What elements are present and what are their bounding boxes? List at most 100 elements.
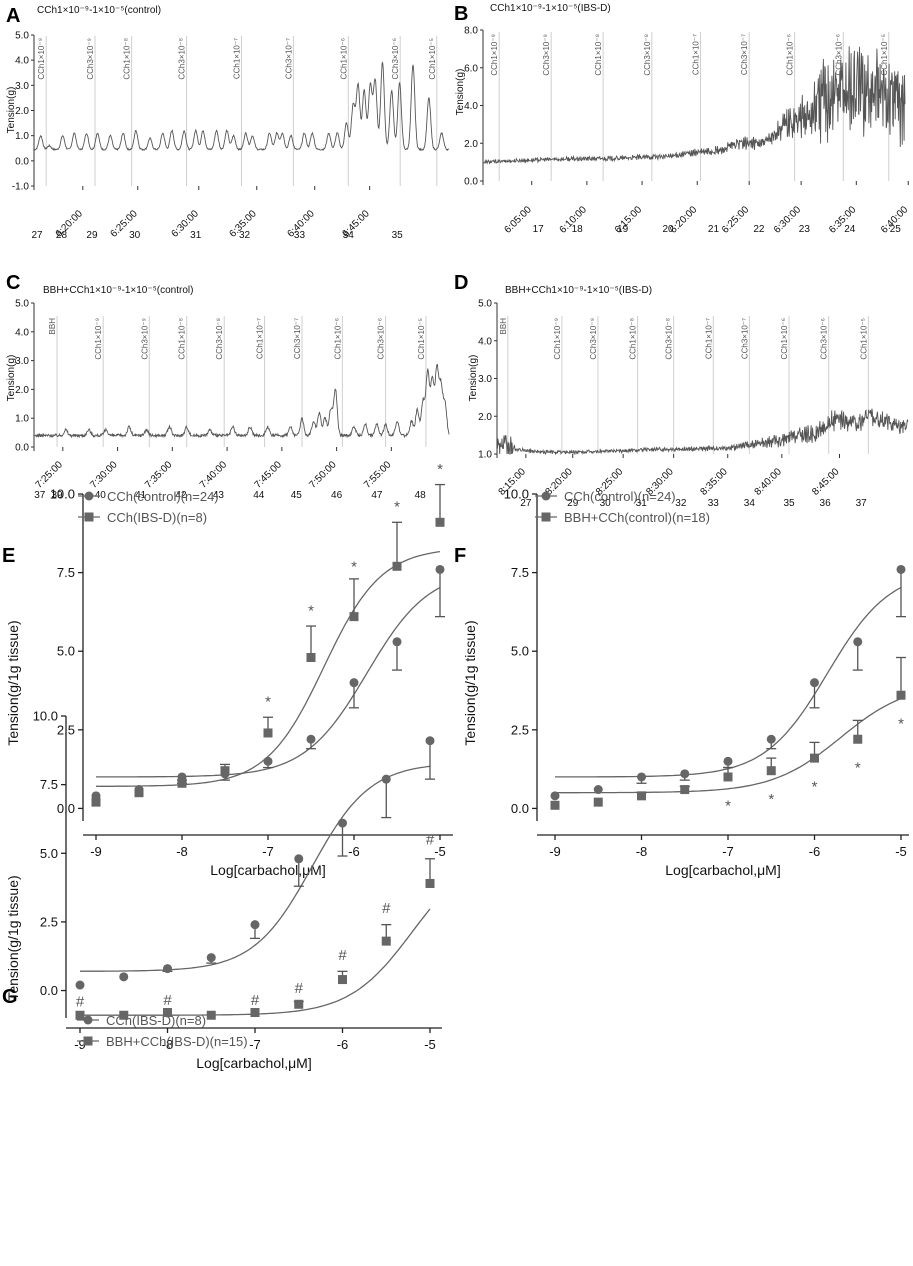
y-tick-label: 2.5 [511, 722, 529, 737]
y-tick-label: -1.0 [12, 182, 30, 193]
data-point [349, 612, 359, 622]
dose-marker-label: CCh3×10⁻⁹ [86, 38, 95, 80]
dose-marker-label: CCh1×10⁻⁵ [428, 38, 437, 80]
y-tick-label: 3.0 [15, 356, 29, 367]
data-point [766, 766, 776, 776]
dose-marker-label: CCh1×10⁻⁹ [553, 318, 562, 360]
panel-label: E [2, 545, 15, 567]
significance-mark: * [855, 760, 861, 777]
y-axis-label: Tension(g) [455, 69, 466, 116]
dose-marker-label: CCh1×10⁻⁹ [94, 318, 103, 360]
y-axis-label: Tension(g/1g tissue) [462, 620, 478, 745]
time-tick-label: 7:45:00 [253, 459, 285, 491]
y-axis-label: Tension(g/1g tissue) [5, 875, 21, 1000]
data-point [294, 854, 304, 864]
dose-marker-label: CCh1×10⁻⁸ [594, 34, 603, 76]
legend-label: BBH+CCh(control)(n=18) [564, 510, 710, 525]
y-tick-label: 7.5 [57, 565, 75, 580]
dose-marker-label: CCh1×10⁻⁶ [333, 318, 342, 360]
panel-f: F 0.0 2.5 5.0 7.5 10.0 -9 -8 -7 -6 -5 Log[carbachol… [454, 487, 909, 878]
significance-mark: # [426, 832, 435, 849]
data-point [550, 800, 560, 810]
y-tick-label: 1.0 [15, 131, 29, 142]
significance-mark: # [163, 992, 172, 1009]
panel-g: G 0.0 2.5 5.0 7.5 10.0 -9 -8 -7 -6 -5 Log[carbachol… [2, 709, 442, 1071]
dose-marker-label: BBH [499, 318, 508, 335]
x-tick-label: -7 [262, 844, 274, 859]
y-tick-label: 6.0 [464, 63, 478, 74]
event-number: 32 [239, 230, 251, 241]
event-number: 21 [708, 224, 720, 235]
event-number: 44 [253, 490, 265, 501]
significance-mark: * [768, 791, 774, 808]
dose-marker-label: CCh3×10⁻⁷ [740, 34, 749, 75]
legend-marker [83, 1015, 93, 1025]
dose-marker-label: CCh3×10⁻⁸ [643, 34, 652, 76]
event-number: 31 [636, 498, 648, 509]
event-number: 42 [175, 490, 187, 501]
dose-marker-label: CCh3×10⁻⁸ [665, 318, 674, 360]
y-axis-label: Tension(g) [468, 355, 479, 402]
dose-marker-label: CCh3×10⁻⁹ [542, 34, 551, 76]
dose-marker-label: CCh1×10⁻⁸ [123, 38, 132, 80]
dose-marker-label: CCh3×10⁻⁷ [293, 318, 302, 359]
dose-marker-label: CCh3×10⁻⁸ [178, 38, 187, 80]
significance-mark: # [338, 947, 347, 964]
x-tick-label: -9 [74, 1037, 86, 1052]
data-point [550, 791, 560, 801]
fit-curve [96, 550, 441, 787]
event-number: 17 [533, 224, 545, 235]
event-number: 29 [567, 498, 579, 509]
data-point [119, 1010, 129, 1020]
panel-b: B CCh1×10⁻⁹-1×10⁻⁵(IBS-D) Tension(g) 8.0 6.0… [454, 3, 911, 236]
data-point [91, 797, 101, 807]
panel-label: C [6, 272, 20, 294]
data-point [306, 734, 316, 744]
event-number: 19 [617, 224, 629, 235]
event-number: 30 [600, 498, 612, 509]
data-point [250, 1008, 260, 1018]
x-tick-label: -5 [424, 1037, 436, 1052]
data-point [75, 980, 85, 990]
event-number: 39 [51, 490, 63, 501]
event-number: 47 [371, 490, 383, 501]
significance-mark: * [725, 797, 731, 814]
dose-marker-label: CCh1×10⁻⁵ [859, 318, 868, 360]
y-axis-label: Tension(g) [6, 355, 17, 402]
dose-marker-label: CCh1×10⁻⁶ [780, 318, 789, 360]
event-number: 27 [520, 498, 532, 509]
data-point [306, 653, 316, 662]
data-point [294, 999, 304, 1009]
dose-marker-label: CCh3×10⁻⁷ [284, 38, 293, 79]
time-tick-label: 8:35:00 [698, 466, 730, 498]
legend-label: CCh(IBS-D)(n=8) [106, 1013, 206, 1028]
data-point [250, 920, 260, 930]
tension-trace [33, 363, 450, 439]
y-tick-label: 4.0 [464, 101, 478, 112]
data-point [810, 753, 819, 763]
data-point [381, 936, 391, 946]
event-number: 36 [820, 498, 832, 509]
series-2: BBH+CCh(control)(n=18) [535, 510, 906, 810]
dose-marker-label: CCh3×10⁻⁶ [391, 38, 400, 80]
tension-trace [33, 61, 450, 152]
event-number: 37 [34, 490, 46, 501]
y-tick-label: 2.0 [15, 106, 29, 117]
dose-marker-label: CCh1×10⁻⁸ [178, 318, 187, 360]
y-tick-label: 0.0 [511, 801, 529, 816]
event-number: 34 [343, 230, 355, 241]
x-tick-label: -6 [348, 844, 360, 859]
x-tick-label: -8 [636, 844, 648, 859]
y-tick-label: 0.0 [15, 443, 29, 454]
data-point [853, 734, 863, 744]
data-point [134, 788, 144, 798]
data-point [338, 818, 347, 828]
y-tick-label: 5.0 [57, 644, 75, 659]
significance-mark: # [295, 980, 304, 997]
x-tick-label: -5 [434, 844, 446, 859]
y-tick-label: 10.0 [504, 487, 529, 502]
fit-curve [79, 765, 431, 972]
x-axis-label: Log[carbachol,μM] [665, 862, 780, 878]
event-number: 33 [708, 498, 720, 509]
event-number: 30 [129, 230, 141, 241]
